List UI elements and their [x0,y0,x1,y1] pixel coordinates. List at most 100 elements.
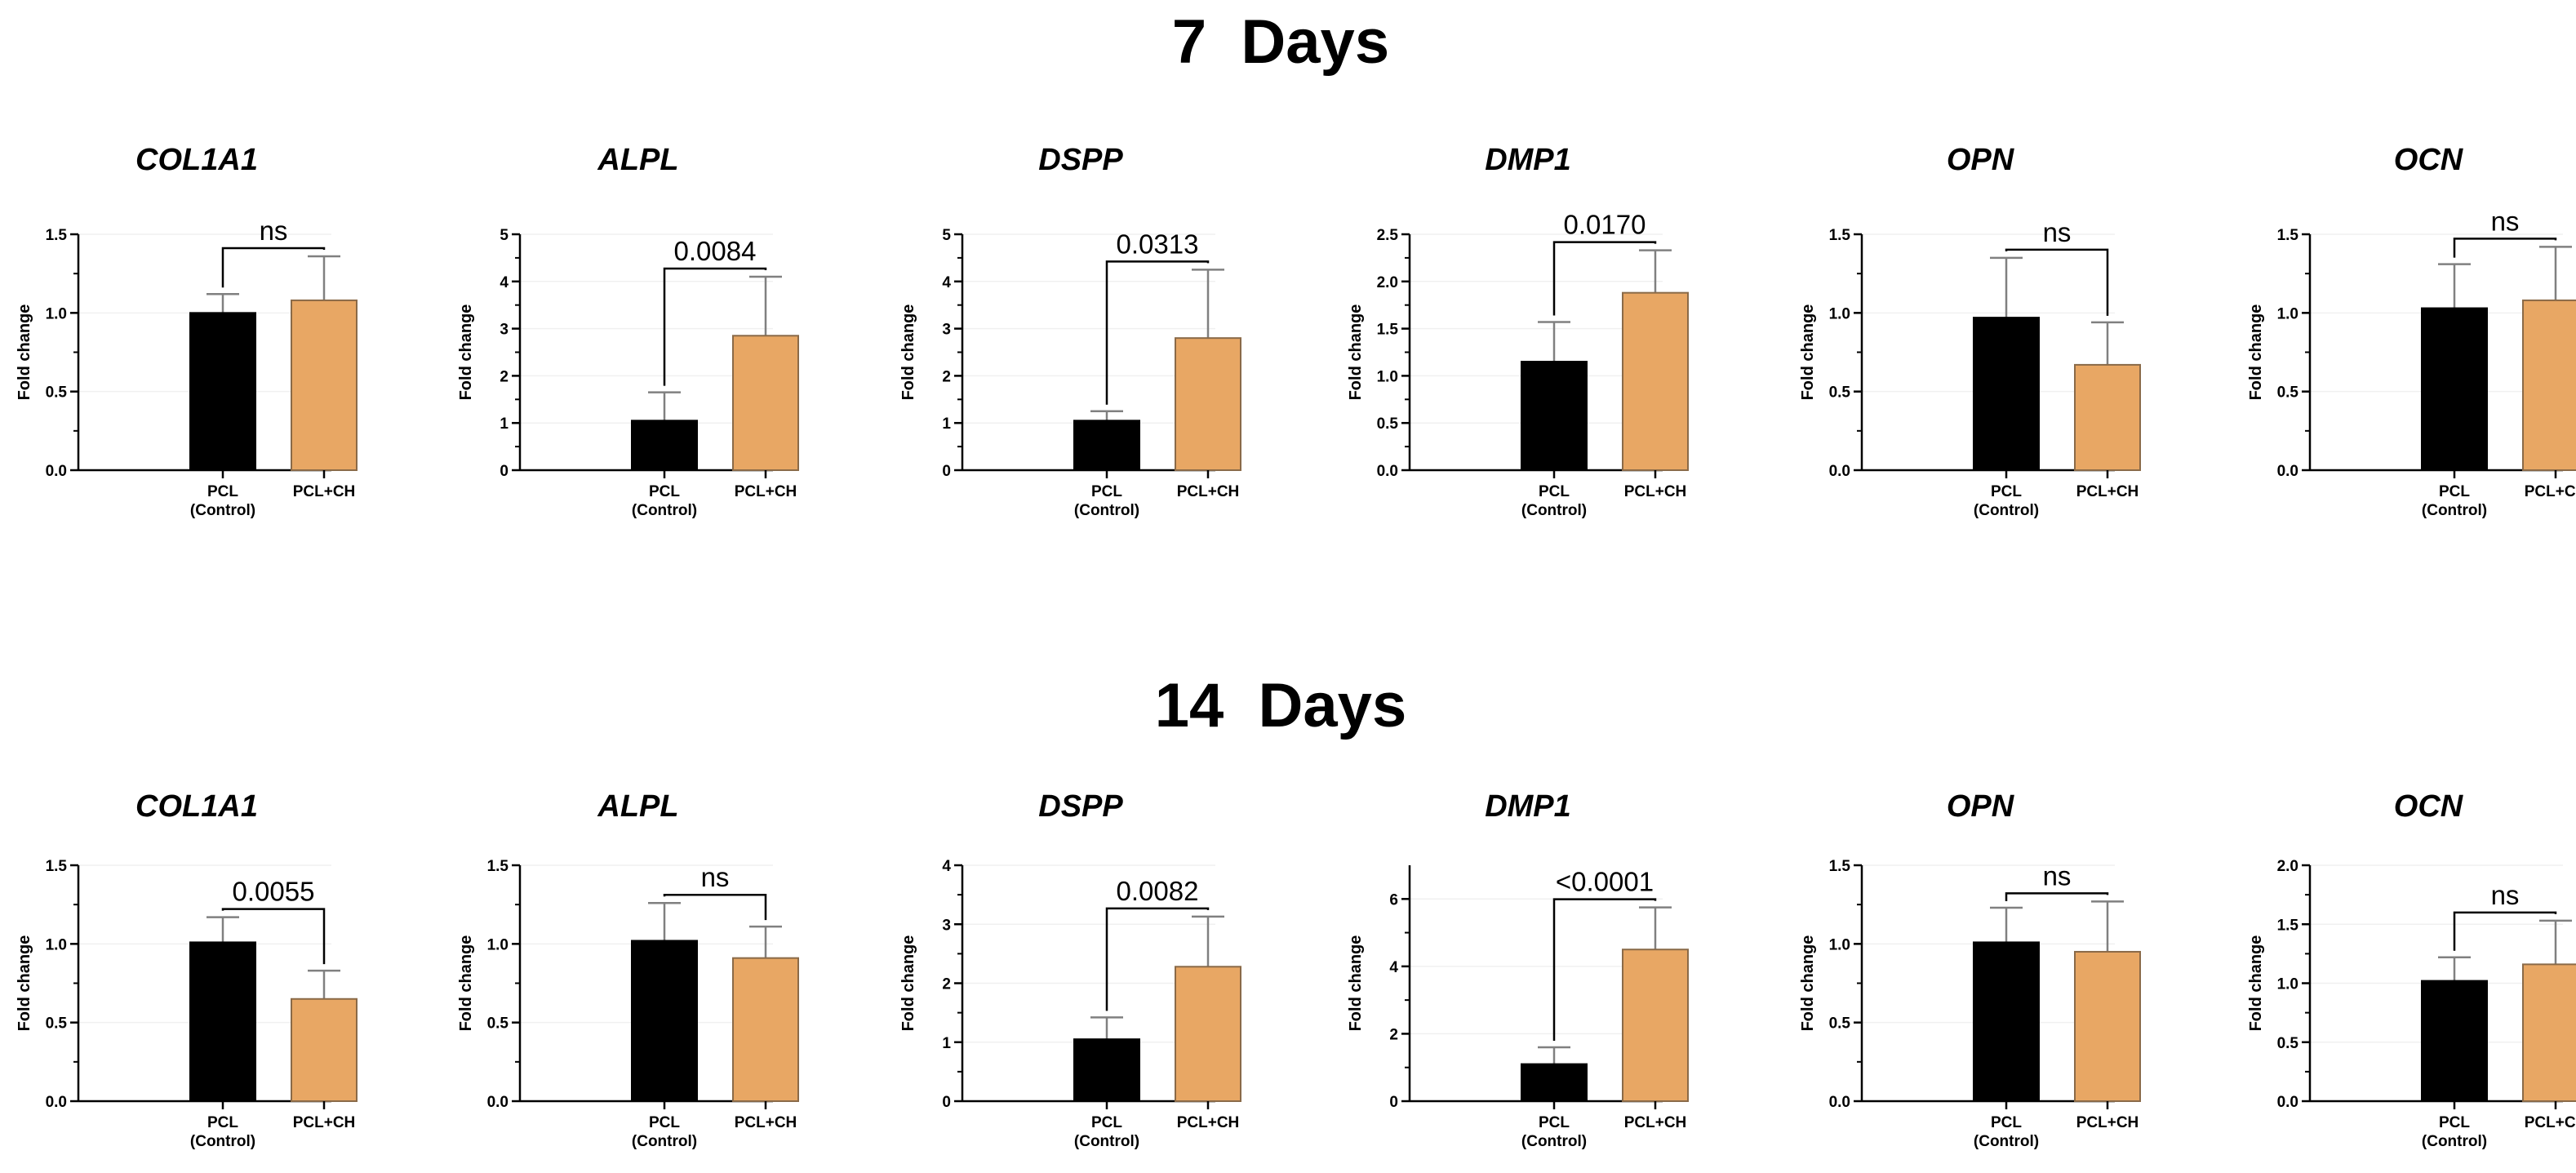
x-category-label: PCL (Control) [1521,1114,1587,1150]
y-tick-label: 1 [500,415,509,433]
y-tick-label: 4 [942,274,951,291]
y-tick-label: 1.0 [1829,936,1850,953]
significance-bracket [2453,911,2557,951]
x-category-label-line: PCL [1091,483,1122,500]
x-category-label: PCL+CH [1177,1114,1240,1131]
significance-label: 0.0082 [1117,876,1199,906]
bar-treatment [291,997,358,1103]
x-category-label-line: (Control) [190,502,255,519]
x-category-label-line: (Control) [2422,502,2487,519]
significance-label: ns [701,862,730,892]
bar-control [1973,317,2040,472]
bar-control [2421,980,2488,1102]
chart-dspp-14d: DSPP Fold change 0 1 2 3 4 PCL (Control) PCL+CH 0.… [899,789,1241,1150]
x-category-label: PCL+CH [293,1114,356,1131]
x-category-label-line: PCL [649,1114,680,1131]
y-axis-label: Fold change [16,935,33,1032]
y-tick-label: 0.5 [46,384,68,402]
y-tick-label: 0.5 [1829,384,1851,402]
x-category-label-line: PCL+CH [1177,483,1240,500]
bar-control [1973,941,2040,1102]
y-axis-label: Fold change [457,304,475,401]
y-tick-label: 0.0 [2277,463,2298,480]
x-category-label-line: PCL+CH [2525,483,2576,500]
chart-title: ALPL [597,143,678,177]
y-tick-label: 5 [942,227,951,244]
y-tick-label: 0.0 [46,463,67,480]
bar-treatment [2522,299,2576,472]
y-tick-label: 1.5 [2277,227,2299,244]
significance-bracket [1552,241,1657,316]
bar-treatment [1622,291,1689,471]
x-category-label-line: PCL+CH [1624,483,1687,500]
significance-label: 0.0313 [1117,229,1199,259]
y-tick-label: 3 [942,917,951,934]
x-category-label-line: (Control) [1521,502,1587,519]
chart-title: DSPP [1038,789,1123,824]
bar-treatment [1175,337,1241,471]
x-category-label: PCL (Control) [1074,483,1139,519]
x-category-label-line: PCL+CH [1624,1114,1687,1131]
y-tick-label: 1 [942,1035,951,1052]
x-category-label-line: (Control) [1974,1133,2039,1150]
y-tick-label: 2 [500,368,509,385]
y-tick-label: 2.0 [2277,858,2298,875]
bar-treatment [2522,963,2576,1102]
y-tick-label: 1.5 [1829,858,1851,875]
significance-bracket [221,247,326,288]
x-category-label-line: PCL+CH [293,1114,356,1131]
chart-title: ALPL [597,789,678,824]
significance-label: ns [2491,206,2520,236]
y-tick-label: 1.0 [487,936,509,953]
y-axis-label: Fold change [899,304,917,401]
y-tick-label: 0.5 [2277,384,2299,402]
y-axis-label: Fold change [1347,935,1365,1032]
x-category-label-line: (Control) [1074,1133,1139,1150]
significance-bracket [2453,238,2557,258]
x-category-label: PCL (Control) [1074,1114,1139,1150]
section-title-7-days: 7 Days [1172,7,1389,77]
y-tick-label: 0 [500,463,509,480]
y-tick-label: 1.5 [46,858,68,875]
bar-control [189,941,256,1102]
y-tick-label: 1.5 [487,858,509,875]
y-axis-label: Fold change [457,935,475,1032]
x-category-label-line: PCL [2439,1114,2470,1131]
x-category-label-line: PCL+CH [1177,1114,1240,1131]
x-category-label-line: PCL+CH [735,1114,797,1131]
chart-title: COL1A1 [135,789,258,824]
y-tick-label: 0.5 [1377,415,1399,433]
y-axis-label: Fold change [899,935,917,1032]
x-category-label: PCL (Control) [1974,483,2039,519]
x-category-label-line: PCL [1091,1114,1122,1131]
y-tick-label: 2 [942,976,951,993]
x-category-label: PCL+CH [1624,483,1687,500]
y-tick-label: 5 [500,227,509,244]
chart-title: OPN [1947,143,2015,177]
bar-treatment [732,335,799,471]
bar-treatment [732,957,799,1102]
x-category-label-line: PCL+CH [2076,483,2139,500]
x-category-label-line: PCL+CH [735,483,797,500]
x-category-label: PCL (Control) [632,1114,697,1150]
chart-title: DSPP [1038,143,1123,177]
chart-title: DMP1 [1485,789,1571,824]
y-tick-label: 0.5 [487,1015,509,1033]
x-category-label-line: PCL [207,483,238,500]
bar-control [1521,361,1588,471]
y-tick-label: 1.0 [1377,368,1398,385]
x-category-label-line: PCL+CH [2076,1114,2139,1131]
y-axis-label: Fold change [2247,935,2265,1032]
significance-bracket [2005,892,2109,902]
y-axis-label: Fold change [16,304,33,401]
x-category-label-line: PCL [649,483,680,500]
y-tick-label: 1.5 [46,227,68,244]
x-category-label-line: (Control) [1074,502,1139,519]
significance-label: 0.0170 [1564,210,1646,240]
chart-title: COL1A1 [135,143,258,177]
significance-label: 0.0084 [674,236,757,266]
